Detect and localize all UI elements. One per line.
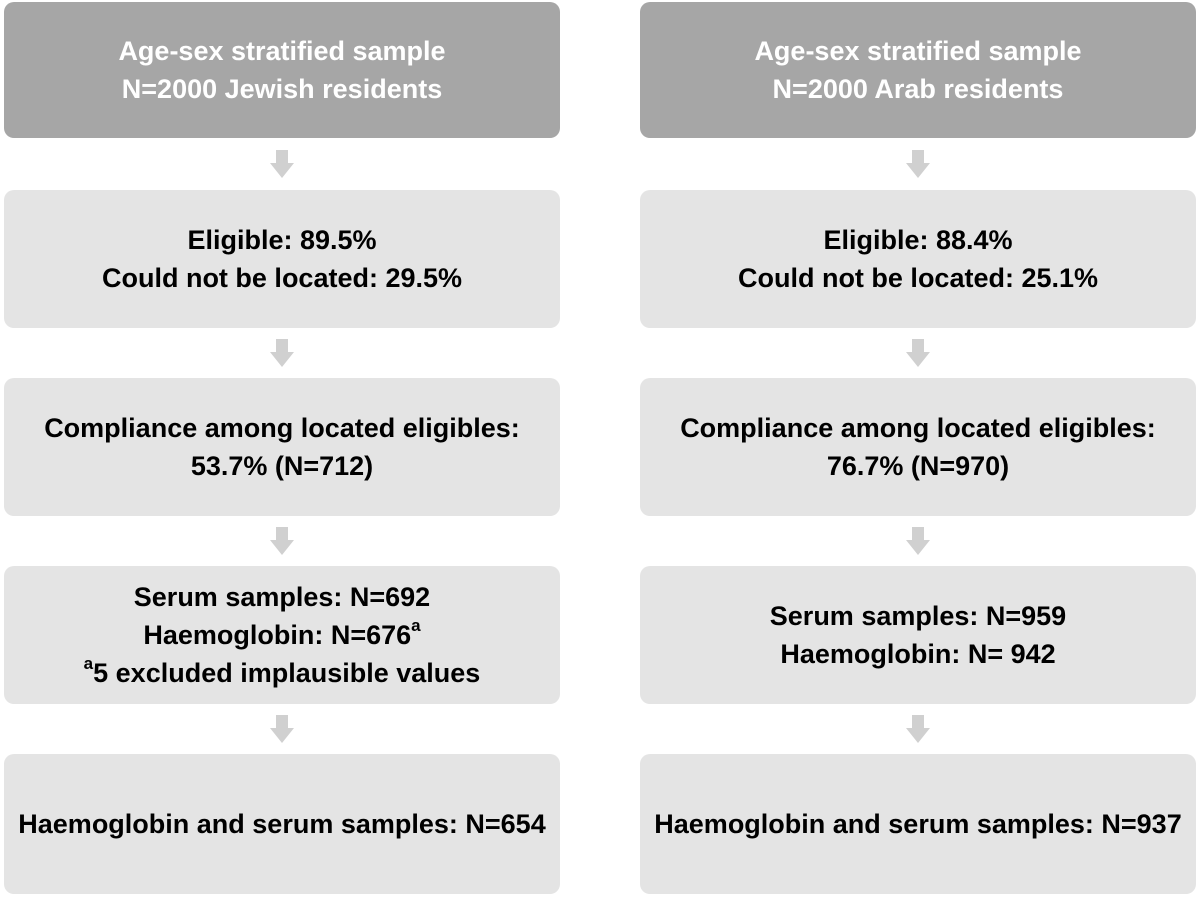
jewish-serum-samples-text: Serum samples: N=692: [133, 582, 431, 612]
down-arrow-icon: [906, 527, 930, 555]
arab-eligibility-box: Eligible: 88.4% Could not be located: 25…: [640, 190, 1196, 328]
jewish-compliance-label: Compliance among located eligibles:: [44, 413, 520, 443]
jewish-eligible-text: Eligible: 89.5%: [187, 225, 377, 255]
footnote-marker: a: [411, 616, 421, 635]
jewish-eligibility-box: Eligible: 89.5% Could not be located: 29…: [4, 190, 560, 328]
arab-compliance-box: Compliance among located eligibles: 76.7…: [640, 378, 1196, 516]
jewish-compliance-box: Compliance among located eligibles: 53.7…: [4, 378, 560, 516]
down-arrow-icon: [270, 150, 294, 178]
arab-final-box: Haemoglobin and serum samples: N=937: [640, 754, 1196, 894]
jewish-haemoglobin-line: Haemoglobin: N=676a: [143, 616, 420, 654]
down-arrow-icon: [270, 715, 294, 743]
down-arrow-icon: [906, 150, 930, 178]
jewish-footnote-line: a5 excluded implausible values: [84, 654, 481, 692]
jewish-compliance-value: 53.7% (N=712): [190, 451, 374, 481]
arab-compliance-label: Compliance among located eligibles:: [680, 413, 1156, 443]
jewish-footnote-text: 5 excluded implausible values: [93, 658, 481, 688]
arab-not-located-text: Could not be located: 25.1%: [737, 263, 1099, 293]
jewish-final-box: Haemoglobin and serum samples: N=654: [4, 754, 560, 894]
arab-compliance-value: 76.7% (N=970): [826, 451, 1010, 481]
arab-header-line2: N=2000 Arab residents: [772, 74, 1064, 104]
arab-serum-samples-text: Serum samples: N=959: [769, 601, 1067, 631]
arab-final-text: Haemoglobin and serum samples: N=937: [654, 809, 1182, 839]
down-arrow-icon: [270, 527, 294, 555]
jewish-header-line2: N=2000 Jewish residents: [121, 74, 443, 104]
down-arrow-icon: [906, 715, 930, 743]
arab-header-line1: Age-sex stratified sample: [754, 36, 1082, 66]
jewish-sample-header-box: Age-sex stratified sample N=2000 Jewish …: [4, 2, 560, 138]
jewish-header-line1: Age-sex stratified sample: [118, 36, 446, 66]
jewish-not-located-text: Could not be located: 29.5%: [101, 263, 463, 293]
jewish-haemoglobin-text: Haemoglobin: N=676: [143, 620, 412, 650]
arab-haemoglobin-text: Haemoglobin: N= 942: [780, 639, 1056, 669]
jewish-samples-box: Serum samples: N=692 Haemoglobin: N=676a…: [4, 566, 560, 704]
arab-sample-header-box: Age-sex stratified sample N=2000 Arab re…: [640, 2, 1196, 138]
down-arrow-icon: [906, 339, 930, 367]
arab-eligible-text: Eligible: 88.4%: [823, 225, 1013, 255]
down-arrow-icon: [270, 339, 294, 367]
jewish-final-text: Haemoglobin and serum samples: N=654: [18, 809, 546, 839]
arab-samples-box: Serum samples: N=959 Haemoglobin: N= 942: [640, 566, 1196, 704]
footnote-marker: a: [83, 654, 94, 673]
